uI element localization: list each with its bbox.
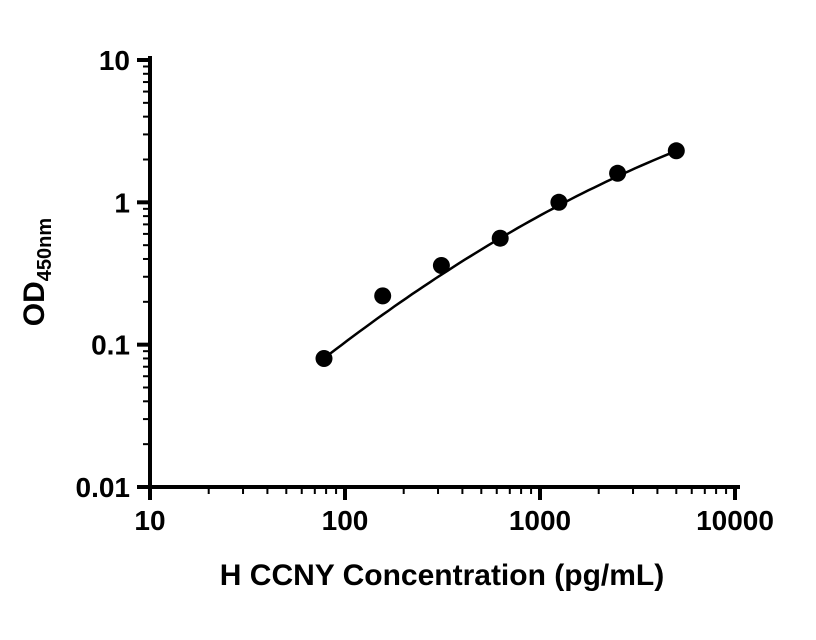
fit-line <box>323 149 677 360</box>
y-axis-title-main: OD <box>18 281 51 326</box>
y-tick-label: 0.1 <box>91 330 130 361</box>
y-axis-title-subscript: 450nm <box>34 218 56 281</box>
data-point <box>667 142 685 160</box>
x-tick-label: 100 <box>322 505 369 536</box>
x-tick-label: 1000 <box>509 505 571 536</box>
x-axis-title: H CCNY Concentration (pg/mL) <box>220 559 664 592</box>
data-point <box>374 287 392 305</box>
data-point <box>315 350 333 367</box>
x-tick-label: 10000 <box>696 505 774 536</box>
data-point <box>432 257 450 274</box>
data-point <box>550 193 568 211</box>
y-tick-label: 1 <box>114 187 130 218</box>
y-tick-label: 10 <box>99 45 130 76</box>
data-point <box>609 164 627 182</box>
data-points <box>315 142 685 367</box>
data-point <box>491 229 509 247</box>
tick-labels: 10 100 1000 10000 0.01 0.1 1 10 <box>76 45 774 536</box>
x-tick-label: 10 <box>134 505 165 536</box>
y-tick-label: 0.01 <box>76 472 131 503</box>
ticks <box>137 58 737 500</box>
fit-curve <box>323 149 677 360</box>
y-axis-title: OD450nm <box>18 218 56 326</box>
